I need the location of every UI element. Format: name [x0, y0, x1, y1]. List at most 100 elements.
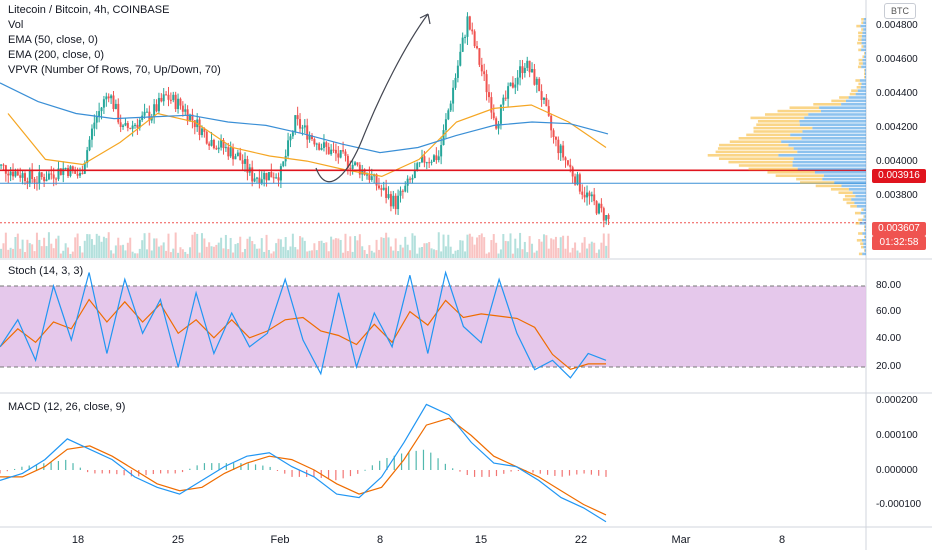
candle-body	[26, 181, 29, 184]
volume-bar	[308, 250, 311, 258]
volume-bar	[26, 239, 29, 258]
candle-body	[432, 155, 435, 162]
vpvr-row-up	[861, 35, 866, 38]
macd-histogram-bar	[590, 470, 592, 475]
candle-body	[361, 169, 364, 175]
candle-body	[79, 173, 81, 176]
candle-body	[277, 177, 280, 181]
vpvr-row-down	[748, 167, 798, 171]
candle-body	[287, 140, 290, 156]
volume-bar	[143, 233, 146, 258]
candle-body	[217, 147, 220, 150]
volume-bar	[413, 235, 416, 258]
volume-bar	[559, 237, 562, 258]
candle-body	[363, 169, 366, 175]
macd-histogram-bar	[430, 452, 432, 470]
vpvr-row-up	[860, 86, 866, 89]
vpvr-row-down	[861, 45, 864, 48]
countdown-tag: 01:32:58	[872, 236, 926, 250]
volume-bar	[454, 250, 457, 258]
volume-bar	[483, 237, 486, 258]
vpvr-row-up	[851, 198, 866, 201]
candle-body	[487, 92, 490, 98]
vpvr-row-down	[861, 21, 864, 24]
candle-body	[423, 156, 426, 163]
vpvr-row-down	[775, 174, 824, 177]
macd-histogram-bar	[94, 470, 96, 474]
candle-body	[468, 16, 471, 30]
candle-body	[473, 31, 476, 47]
volume-bar	[399, 244, 402, 258]
volume-bar	[198, 252, 201, 258]
volume-bar	[473, 244, 476, 258]
volume-bar	[33, 251, 36, 258]
vpvr-row-up	[862, 31, 866, 35]
currency-button[interactable]: BTC	[884, 3, 916, 19]
volume-bar	[444, 246, 447, 258]
volume-bar	[430, 248, 433, 258]
time-tick: 8	[778, 534, 786, 546]
candle-body	[389, 194, 392, 207]
volume-bar	[566, 235, 569, 258]
vpvr-row-up	[860, 211, 866, 215]
volume-bar	[23, 252, 26, 258]
volume-bar	[526, 252, 529, 258]
vpvr-row-down	[849, 92, 856, 96]
candle-body	[98, 111, 101, 117]
candle-body	[322, 142, 325, 149]
candle-body	[344, 151, 347, 156]
candle-body	[239, 152, 242, 161]
volume-bar	[502, 234, 505, 258]
candle-body	[86, 150, 89, 164]
candle-body	[275, 177, 278, 179]
candle-body	[28, 170, 31, 184]
time-tick: Feb	[270, 534, 290, 546]
volume-bar	[521, 249, 524, 258]
volume-bar	[330, 236, 333, 258]
volume-bar	[418, 247, 421, 258]
volume-bar	[423, 243, 426, 258]
candle-body	[430, 161, 433, 163]
vpvr-row-down	[864, 69, 865, 72]
volume-bar	[277, 238, 280, 258]
volume-bar	[155, 238, 158, 258]
candle-body	[114, 103, 117, 110]
candle-body	[50, 173, 53, 175]
vpvr-row-up	[861, 41, 866, 45]
volume-bar	[162, 242, 165, 258]
candle-body	[401, 190, 404, 192]
volume-bar	[593, 242, 596, 258]
stoch-band	[0, 286, 866, 367]
volume-bar	[511, 253, 514, 258]
candle-body	[471, 29, 474, 32]
candle-body	[507, 86, 510, 99]
volume-bar	[339, 239, 342, 258]
macd-histogram-bar	[459, 470, 461, 472]
volume-bar	[0, 248, 3, 258]
macd-histogram-bar	[181, 470, 184, 473]
candle-body	[447, 110, 450, 120]
volume-bar	[554, 236, 557, 258]
candle-body	[150, 116, 153, 121]
candle-body	[126, 123, 129, 128]
volume-bar	[165, 250, 168, 258]
candle-body	[545, 97, 548, 107]
macd-histogram-bar	[6, 470, 8, 472]
candle-body	[81, 173, 84, 175]
volume-bar	[19, 248, 22, 258]
volume-bar	[306, 251, 309, 258]
macd-line	[0, 403, 607, 523]
macd-histogram-bar	[145, 470, 147, 476]
candle-body	[342, 150, 345, 152]
volume-bar	[12, 248, 15, 258]
volume-bar	[126, 242, 129, 258]
candle-body	[540, 91, 543, 100]
vpvr-row-up	[863, 28, 866, 31]
time-tick: 8	[376, 534, 384, 546]
macd-histogram-bar	[503, 470, 505, 474]
macd-histogram-bar	[488, 470, 490, 477]
volume-bar	[576, 250, 579, 258]
vpvr-row-down	[831, 99, 846, 103]
macd-histogram-bar	[422, 449, 425, 470]
